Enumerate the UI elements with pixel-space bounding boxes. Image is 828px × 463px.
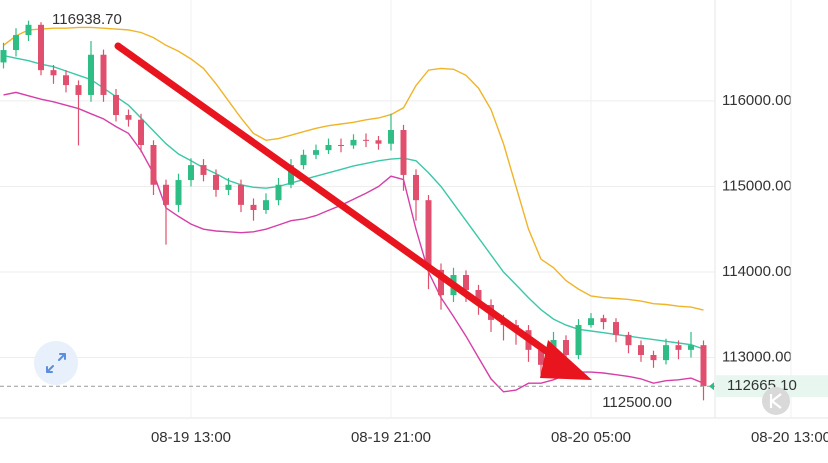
y-tick-label: 116000.00 bbox=[722, 92, 792, 109]
candle-body bbox=[125, 115, 132, 120]
candle-body bbox=[263, 200, 269, 210]
y-tick-label: 115000.00 bbox=[722, 177, 792, 194]
candle-body bbox=[238, 184, 244, 205]
candle-body bbox=[375, 140, 382, 144]
candle-body bbox=[313, 150, 319, 155]
candle-body bbox=[50, 70, 57, 76]
candle-body bbox=[163, 184, 169, 205]
candle-body bbox=[363, 139, 369, 141]
band-line bbox=[3, 26, 704, 311]
candle-body bbox=[663, 345, 669, 361]
candle-body bbox=[213, 174, 219, 190]
candle-body bbox=[425, 200, 432, 270]
trend-arrow bbox=[114, 42, 592, 380]
candle-body bbox=[88, 54, 94, 95]
candle-body bbox=[413, 174, 419, 201]
x-tick-label: 08-19 21:00 bbox=[351, 429, 431, 446]
candle-body bbox=[688, 345, 694, 350]
arrow-shaft bbox=[114, 42, 560, 362]
k-icon[interactable] bbox=[769, 393, 782, 409]
k-circle[interactable] bbox=[762, 387, 790, 415]
candle-body bbox=[338, 144, 344, 146]
candle-body bbox=[300, 154, 307, 166]
last-price-box bbox=[716, 375, 828, 398]
candle-body bbox=[288, 165, 294, 185]
grid: 113000.00 114000.00 115000.00 116000.00 08-1… bbox=[0, 0, 828, 446]
candle-body bbox=[675, 345, 682, 350]
candle-body bbox=[325, 144, 332, 151]
candle-body bbox=[538, 349, 544, 365]
candle-body bbox=[0, 50, 7, 63]
candle-body bbox=[613, 322, 619, 335]
candle-body bbox=[650, 354, 657, 361]
y-tick-label: 114000.00 bbox=[722, 263, 792, 280]
candle-body bbox=[463, 275, 469, 290]
candle-body bbox=[100, 54, 107, 95]
last-price-pointer bbox=[709, 382, 714, 391]
candle-body bbox=[588, 318, 594, 326]
candle-body bbox=[25, 24, 32, 36]
candle-body bbox=[475, 289, 482, 305]
max-label: 116938.70 bbox=[52, 11, 122, 28]
x-tick-label: 08-20 13:00 bbox=[751, 429, 828, 446]
candle-body bbox=[175, 180, 182, 205]
candle-body bbox=[350, 139, 357, 146]
candles bbox=[0, 20, 707, 401]
candle-body bbox=[625, 334, 632, 346]
expand-icon[interactable] bbox=[46, 353, 66, 373]
candle-body bbox=[75, 85, 82, 95]
expand-circle[interactable] bbox=[34, 341, 78, 385]
arrow-head bbox=[540, 340, 592, 380]
candle-body bbox=[150, 144, 157, 185]
candle-body bbox=[388, 130, 394, 144]
candle-body bbox=[700, 345, 707, 387]
candle-body bbox=[38, 24, 44, 71]
candle-body bbox=[188, 165, 194, 181]
candle-body bbox=[250, 204, 257, 210]
bands bbox=[3, 26, 704, 393]
k-button[interactable] bbox=[762, 387, 790, 415]
candle-body bbox=[113, 94, 119, 116]
expand-button[interactable] bbox=[34, 341, 78, 385]
band-line bbox=[3, 91, 704, 393]
candle-body bbox=[63, 75, 69, 86]
candle-body bbox=[275, 184, 282, 201]
x-tick-label: 08-20 05:00 bbox=[551, 429, 631, 446]
candle-body bbox=[438, 269, 444, 296]
candle-body bbox=[200, 165, 207, 175]
min-label: 112500.00 bbox=[602, 394, 672, 411]
candle-body bbox=[563, 340, 569, 355]
x-tick-label: 08-19 13:00 bbox=[151, 429, 231, 446]
candle-body bbox=[600, 318, 607, 323]
candle-body bbox=[575, 325, 582, 355]
candle-body bbox=[638, 345, 644, 355]
candle-body bbox=[138, 119, 144, 145]
candle-body bbox=[400, 130, 407, 175]
band-line bbox=[3, 54, 704, 350]
candle-body bbox=[225, 184, 232, 190]
candle-body bbox=[13, 35, 19, 51]
y-tick-label: 113000.00 bbox=[722, 349, 792, 366]
